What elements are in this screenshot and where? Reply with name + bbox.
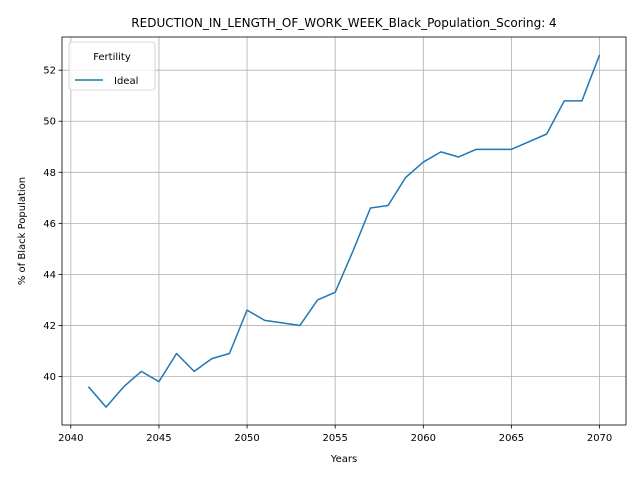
x-tick-label: 2050 [234,433,259,444]
y-tick-label: 42 [43,321,56,332]
series-layer [87,54,601,408]
y-tick-label: 46 [43,219,56,230]
legend-label-ideal: Ideal [114,76,138,87]
y-tick-label: 52 [43,66,56,77]
ticks: 2040 2045 2050 2055 2060 2065 2070 40 42 44 46 48 50… [43,66,612,444]
legend-box [68,41,156,91]
legend-title: Fertility [93,52,131,63]
x-axis-label: Years [330,454,357,465]
x-tick-label: 2045 [146,433,171,444]
x-tick-label: 2040 [58,433,83,444]
x-tick-label: 2070 [587,433,612,444]
y-tick-label: 40 [43,372,56,383]
y-tick-label: 44 [43,270,56,281]
chart-title: REDUCTION_IN_LENGTH_OF_WORK_WEEK_Black_P… [131,16,556,30]
y-axis-label: % of Black Population [17,177,28,285]
y-tick-label: 48 [43,168,56,179]
x-tick-label: 2065 [499,433,524,444]
x-tick-label: 2060 [411,433,436,444]
x-tick-label: 2055 [322,433,347,444]
series-line-ideal [87,54,601,408]
y-tick-label: 50 [43,117,56,128]
legend: Fertility Ideal [68,41,156,91]
plot-frame [61,36,627,426]
grid [62,37,626,425]
